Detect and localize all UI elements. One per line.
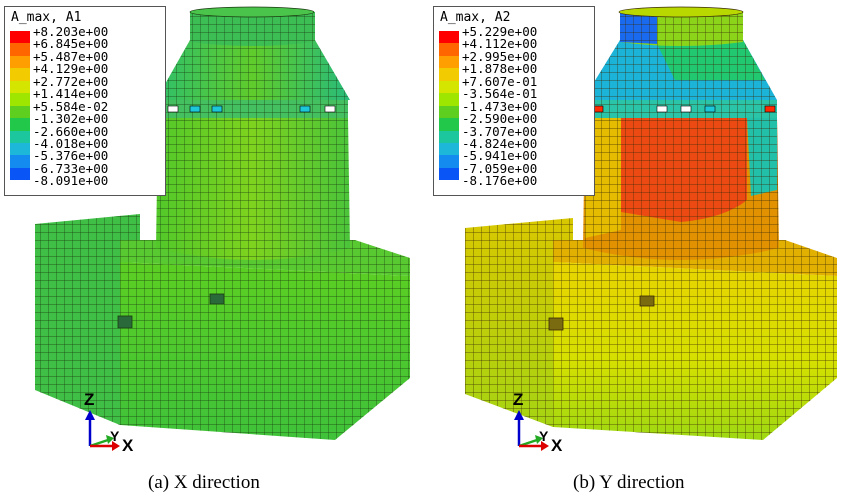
legend-swatch (439, 55, 459, 69)
legend-value: -2.590e+00 (462, 111, 538, 127)
tower-cone (583, 40, 777, 100)
legend-swatch (10, 155, 30, 168)
y-axis-arrowhead (106, 435, 114, 444)
legend-value: +5.229e+00 (462, 24, 538, 39)
base-front-face (548, 262, 837, 440)
legend-title: A_max, A1 (11, 10, 82, 25)
y-axis-label: Y (539, 428, 549, 444)
tower-window-row (585, 100, 777, 118)
legend-value: -5.941e+00 (462, 148, 538, 164)
legend-title: A_max, A2 (440, 10, 511, 25)
legend-color-bar (439, 31, 459, 181)
legend-value: -3.564e-01 (462, 86, 538, 102)
legend-swatch (439, 80, 459, 94)
tower-neck (189, 6, 315, 46)
axis-triad-arrows (514, 410, 549, 451)
x-axis-label: X (122, 436, 134, 455)
legend-value-list: +8.203e+00 +6.845e+00 +5.487e+00 +4.129e… (33, 24, 109, 189)
contour-panel-y-direction: A_max, A2 +5.229e+00 +4.112e+00 +2.995e+… (425, 0, 850, 493)
legend-value: +2.772e+00 (33, 73, 109, 89)
fem-model-y-direction (465, 6, 837, 440)
panel-caption: (a) X direction (148, 472, 260, 493)
legend-swatch (439, 142, 459, 156)
legend-value: -6.733e+00 (33, 160, 109, 176)
legend-value: +4.129e+00 (33, 61, 109, 77)
legend-value: +1.414e+00 (33, 86, 109, 102)
legend-value: -4.824e+00 (462, 135, 538, 151)
legend-swatch (10, 80, 30, 94)
legend-swatch (10, 167, 30, 181)
legend-value: +6.845e+00 (33, 36, 109, 52)
legend-swatch (10, 118, 30, 131)
legend-value: -3.707e+00 (462, 123, 538, 139)
legend-value-list: +5.229e+00 +4.112e+00 +2.995e+00 +1.878e… (462, 24, 538, 189)
legend-value: -4.018e+00 (33, 135, 109, 151)
legend-swatch (439, 167, 459, 181)
y-axis-label: Y (110, 428, 120, 444)
legend-value: +1.878e+00 (462, 61, 538, 77)
legend-value: -5.376e+00 (33, 148, 109, 164)
x-axis-arrowhead (541, 441, 549, 451)
z-axis-arrowhead (514, 410, 524, 420)
legend-swatch (439, 31, 459, 44)
legend-value: -1.473e+00 (462, 98, 538, 114)
legend-swatch (439, 43, 459, 56)
legend-value: -8.176e+00 (462, 173, 538, 189)
x-axis-arrowhead (112, 441, 120, 451)
z-axis-arrowhead (85, 410, 95, 420)
legend-swatch (10, 31, 30, 44)
tower-neck (618, 6, 744, 46)
legend-value: +5.487e+00 (33, 48, 109, 64)
legend-value: -7.059e+00 (462, 160, 538, 176)
tower-cone (156, 40, 350, 100)
legend-value: +5.584e-02 (33, 98, 109, 114)
base-left-face (35, 214, 140, 425)
legend-swatch (10, 68, 30, 81)
x-axis-label: X (551, 436, 563, 455)
legend-value: -8.091e+00 (33, 173, 109, 189)
base-front-face (117, 262, 410, 440)
axis-triad: Z Y X (511, 390, 571, 460)
legend-swatch (439, 68, 459, 81)
legend-value: -2.660e+00 (33, 123, 109, 139)
legend-swatch (439, 93, 459, 106)
axis-triad: Z Y X (82, 390, 142, 460)
legend-swatch (10, 105, 30, 119)
legend-value: +2.995e+00 (462, 48, 538, 64)
tower-body (583, 118, 779, 260)
legend-swatch (439, 105, 459, 119)
tower-window-row (158, 100, 348, 118)
tower-body (156, 118, 350, 260)
legend-value: -1.302e+00 (33, 111, 109, 127)
legend-value: +8.203e+00 (33, 24, 109, 39)
fem-model-x-direction (35, 6, 410, 440)
legend-value: +7.607e-01 (462, 73, 538, 89)
legend-swatch (10, 130, 30, 143)
legend-swatch (439, 130, 459, 143)
axis-triad-arrows (85, 410, 120, 451)
legend-color-bar (10, 31, 30, 181)
legend-swatch (10, 93, 30, 106)
contour-legend: A_max, A1 +8.203e+00 +6.845e+00 +5.487e+… (4, 6, 166, 196)
legend-swatch (10, 43, 30, 56)
base-left-face (465, 218, 573, 427)
legend-value: +4.112e+00 (462, 36, 538, 52)
legend-swatch (10, 55, 30, 69)
z-axis-label: Z (84, 390, 95, 409)
contour-panel-x-direction: A_max, A1 +8.203e+00 +6.845e+00 +5.487e+… (0, 0, 425, 493)
y-axis-arrowhead (535, 435, 543, 444)
legend-swatch (439, 118, 459, 131)
legend-swatch (10, 142, 30, 156)
panel-caption: (b) Y direction (573, 472, 685, 493)
legend-swatch (439, 155, 459, 168)
contour-legend: A_max, A2 +5.229e+00 +4.112e+00 +2.995e+… (433, 6, 595, 196)
z-axis-label: Z (513, 390, 524, 409)
